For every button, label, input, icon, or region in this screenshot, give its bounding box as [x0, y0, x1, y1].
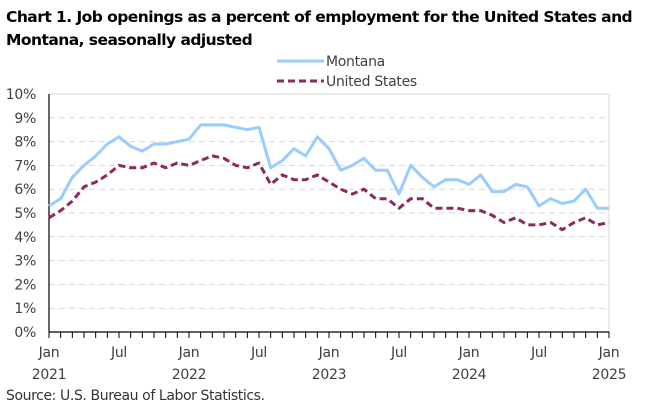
y-tick-label: 2%: [14, 277, 36, 293]
chart-title: Chart 1. Job openings as a percent of em…: [6, 8, 633, 49]
legend: Montana United States: [277, 54, 417, 90]
x-axis: Jan 2021 Jul Jan 2022 Jul Jan 2023 Jul Jan 2024 Jul…: [32, 94, 627, 383]
x-tick-year-label: 2025: [592, 367, 626, 383]
x-tick-label: Jan: [458, 345, 480, 361]
gridlines: [49, 117, 609, 309]
x-tick-label: Jan: [598, 345, 620, 361]
x-tick-label: Jan: [38, 345, 60, 361]
x-tick-label: Jan: [178, 345, 200, 361]
y-tick-label: 5%: [14, 206, 36, 222]
x-tick-label: Jul: [530, 345, 547, 361]
y-tick-label: 7%: [14, 158, 36, 174]
y-tick-label: 0%: [14, 325, 36, 341]
x-tick-year-label: 2024: [452, 367, 487, 383]
x-tick-year-label: 2023: [312, 367, 346, 383]
x-tick-label: Jul: [110, 345, 127, 361]
source-note: Source: U.S. Bureau of Labor Statistics.: [6, 388, 265, 404]
y-tick-label: 3%: [14, 254, 36, 270]
y-axis-tick-labels: 0% 1% 2% 3% 4% 5% 6% 7% 8% 9% 10%: [6, 87, 37, 341]
y-tick-label: 8%: [14, 135, 36, 151]
series-lines: [48, 123, 610, 232]
y-tick-label: 9%: [14, 111, 36, 127]
x-tick-year-label: 2022: [172, 367, 206, 383]
x-tick-year-label: 2021: [32, 367, 66, 383]
y-tick-label: 6%: [14, 182, 36, 198]
y-tick-label: 4%: [14, 230, 36, 246]
series-line-united-states: [48, 154, 610, 232]
legend-label: United States: [326, 74, 417, 90]
x-tick-label: Jan: [318, 345, 340, 361]
legend-label: Montana: [326, 54, 385, 70]
x-tick-label: Jul: [250, 345, 267, 361]
series-line-montana: [48, 123, 609, 210]
x-tick-label: Jul: [390, 345, 407, 361]
y-tick-label: 10%: [6, 87, 36, 103]
y-tick-label: 1%: [14, 301, 36, 317]
plot-area-border: [49, 93, 610, 332]
